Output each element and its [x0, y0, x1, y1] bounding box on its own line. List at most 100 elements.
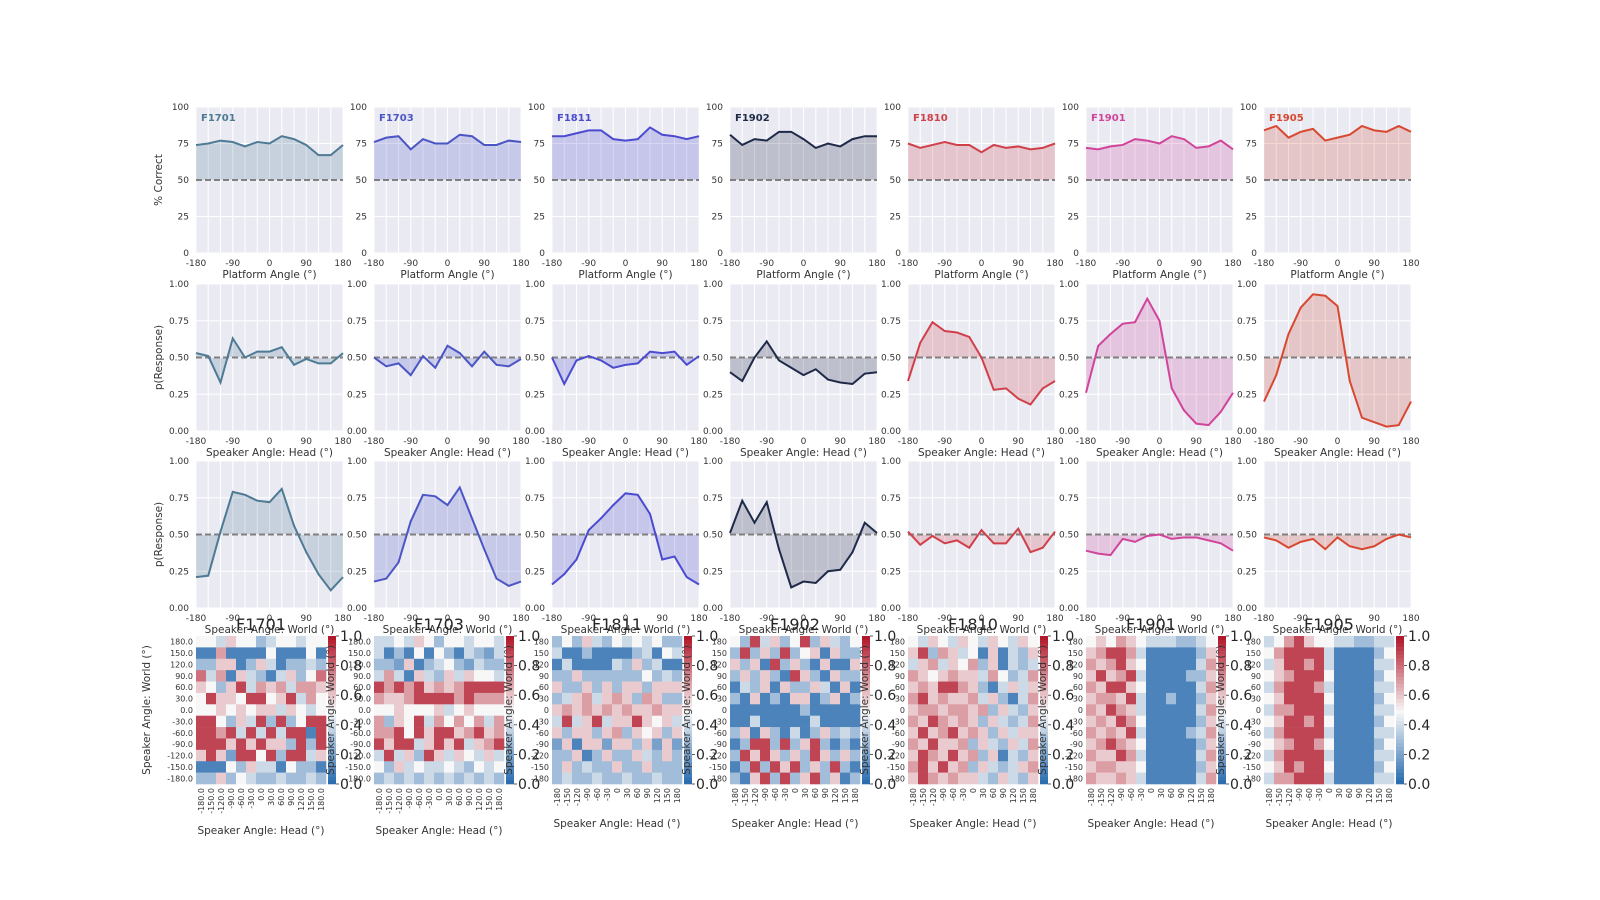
heatmap-cell [474, 636, 485, 648]
panel-r2-F1901: 0.000.250.500.751.00-180 -90 0 90 180Speaker… [1059, 280, 1242, 459]
heatmap-cell [948, 715, 959, 728]
heatmap-cell [820, 749, 831, 762]
x-tick-label: 90 [835, 259, 847, 269]
heatmap-cell [1146, 738, 1157, 751]
heatmap-cell [780, 761, 791, 773]
heatmap-cell [672, 692, 683, 705]
heatmap-cell [820, 772, 831, 785]
heatmap-cell [1304, 704, 1315, 716]
colorbar-segment [328, 684, 336, 689]
y-tick-label: 0 [1251, 249, 1257, 259]
heatmap-x-tick: -150.0 [207, 788, 216, 814]
heatmap-cell [1374, 715, 1385, 728]
heatmap-cell [552, 749, 563, 762]
heatmap-cell [316, 715, 327, 728]
heatmap-cell [592, 670, 603, 682]
heatmap-cell [236, 761, 247, 773]
heatmap-cell [830, 681, 841, 694]
heatmap-y-tick: -60 [892, 729, 905, 738]
heatmap-cell [958, 715, 969, 728]
x-tick-label: -90 [403, 259, 418, 269]
heatmap-x-tick: 150 [1375, 788, 1384, 803]
heatmap-cell [474, 749, 485, 762]
panel-r3-F1905: 0.000.250.500.751.00-180 -90 0 90 180Speaker… [1237, 457, 1420, 636]
heatmap-cell [226, 738, 237, 751]
heatmap-cell [206, 738, 217, 751]
heatmap-cell [582, 692, 593, 705]
heatmap-cell [672, 738, 683, 751]
series-fill [374, 487, 521, 586]
heatmap-cell [1086, 670, 1097, 682]
colorbar-segment [1396, 761, 1404, 766]
heatmap-cell [474, 692, 485, 705]
heatmap-cell [1146, 772, 1157, 785]
heatmap-x-tick: -60 [949, 788, 958, 801]
heatmap-cell [1304, 647, 1315, 660]
heatmap-cell [286, 636, 297, 648]
x-tick-label: 180 [512, 437, 529, 447]
heatmap-cell [730, 647, 741, 660]
heatmap-cell [978, 772, 989, 785]
heatmap-cell [1384, 738, 1395, 751]
heatmap-cell [276, 670, 287, 682]
colorbar-segment [1218, 661, 1226, 666]
heatmap-cell [908, 738, 919, 751]
heatmap-cell [928, 636, 939, 648]
heatmap-cell [1196, 704, 1207, 716]
heatmap-cell [464, 749, 475, 762]
heatmap-cell [810, 670, 821, 682]
heatmap-cell [1196, 692, 1207, 705]
panel-label: F1905 [1269, 113, 1304, 124]
colorbar-tick-label: 0.8 [518, 659, 540, 675]
heatmap-cell [484, 738, 495, 751]
heatmap-cell [562, 704, 573, 716]
x-tick-label: 90 [1191, 259, 1203, 269]
series-fill [196, 488, 343, 591]
colorbar-segment [328, 691, 336, 696]
heatmap-x-tick: -150 [563, 788, 572, 806]
heatmap-cell [1018, 692, 1029, 705]
colorbar-segment [684, 654, 692, 659]
colorbar-segment [1396, 717, 1404, 722]
heatmap-x-tick: -180.0 [197, 788, 206, 814]
colorbar-segment [506, 702, 514, 707]
heatmap-y-tick: -30 [1248, 717, 1261, 726]
heatmap-cell [770, 749, 781, 762]
heatmap-cell [642, 761, 653, 773]
heatmap-cell [1096, 761, 1107, 773]
colorbar-segment [684, 680, 692, 685]
heatmap-cell [1008, 761, 1019, 773]
heatmap-cell [1374, 738, 1385, 751]
heatmap-y-tick: 90 [1251, 672, 1261, 681]
y-axis-label: p(Response) [153, 325, 165, 390]
colorbar-segment [1040, 643, 1048, 648]
heatmap-cell [1324, 670, 1335, 682]
heatmap-cell [286, 704, 297, 716]
heatmap-cell [1324, 715, 1335, 728]
heatmap-cell [978, 670, 989, 682]
heatmap-y-tick: 180 [890, 638, 905, 647]
heatmap-cell [266, 647, 277, 660]
heatmap-cell [1304, 692, 1315, 705]
heatmap-x-tick: 120 [653, 788, 662, 803]
colorbar-tick-label: 0.4 [1408, 718, 1430, 734]
x-tick-label: 0 [445, 437, 451, 447]
heatmap-y-label: Speaker Angle: World (°) [859, 645, 871, 775]
colorbar-segment [328, 647, 336, 652]
colorbar-segment [1218, 684, 1226, 689]
colorbar-segment [1040, 706, 1048, 711]
heatmap-cell [494, 681, 505, 694]
y-tick-label: 1.00 [525, 280, 545, 290]
heatmap-x-tick: -30 [1137, 788, 1146, 801]
colorbar-segment [328, 636, 336, 640]
heatmap-cell [1018, 749, 1029, 762]
heatmap-cell [404, 658, 415, 671]
colorbar-segment [684, 710, 692, 714]
heatmap-cell [592, 647, 603, 660]
series-fill [196, 136, 343, 180]
colorbar-segment [1218, 695, 1226, 700]
heatmap-cell [1384, 704, 1395, 716]
heatmap-cell [840, 738, 851, 751]
colorbar-segment [862, 643, 870, 648]
